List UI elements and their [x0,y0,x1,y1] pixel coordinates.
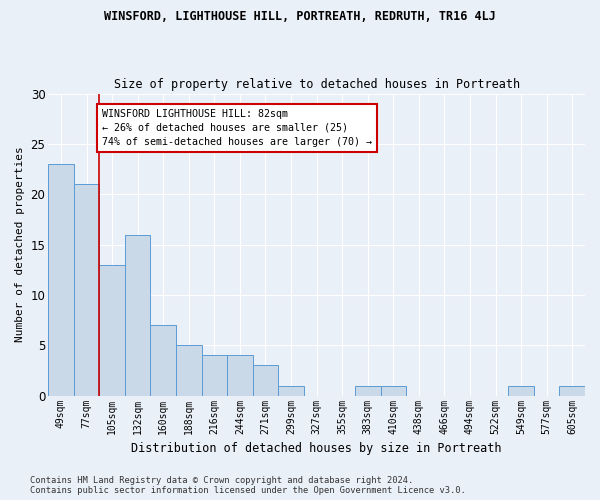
Bar [74,184,100,396]
Bar [508,386,534,396]
Text: WINSFORD LIGHTHOUSE HILL: 82sqm
← 26% of detached houses are smaller (25)
74% of: WINSFORD LIGHTHOUSE HILL: 82sqm ← 26% of… [102,108,372,146]
Text: Contains HM Land Registry data © Crown copyright and database right 2024.
Contai: Contains HM Land Registry data © Crown c… [30,476,466,495]
X-axis label: Distribution of detached houses by size in Portreath: Distribution of detached houses by size … [131,442,502,455]
Bar [253,366,278,396]
Y-axis label: Number of detached properties: Number of detached properties [15,146,25,342]
Bar [355,386,380,396]
Bar [559,386,585,396]
Bar [100,264,125,396]
Bar [151,325,176,396]
Bar [176,346,202,396]
Bar [380,386,406,396]
Bar [227,356,253,396]
Title: Size of property relative to detached houses in Portreath: Size of property relative to detached ho… [113,78,520,91]
Bar [202,356,227,396]
Bar [278,386,304,396]
Text: WINSFORD, LIGHTHOUSE HILL, PORTREATH, REDRUTH, TR16 4LJ: WINSFORD, LIGHTHOUSE HILL, PORTREATH, RE… [104,10,496,23]
Bar [48,164,74,396]
Bar [125,234,151,396]
